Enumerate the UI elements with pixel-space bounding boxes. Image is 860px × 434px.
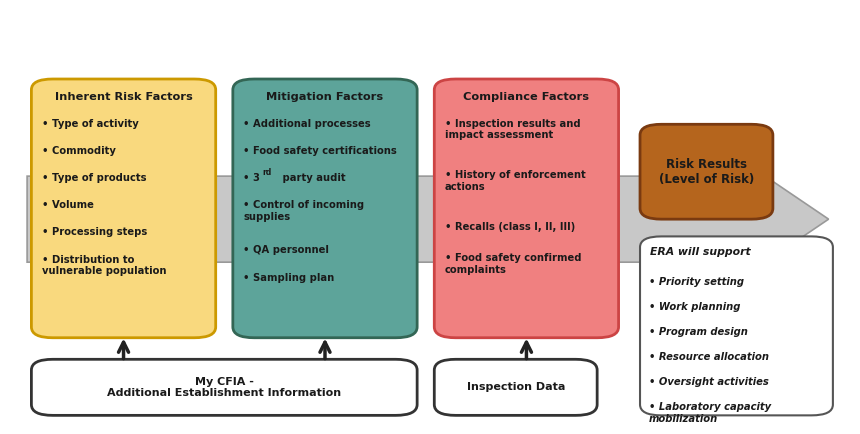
Text: • Food safety certifications: • Food safety certifications — [243, 146, 396, 156]
Text: • Inspection results and
impact assessment: • Inspection results and impact assessme… — [445, 118, 580, 140]
Text: Mitigation Factors: Mitigation Factors — [267, 92, 384, 102]
Text: rd: rd — [262, 168, 271, 177]
Text: • Food safety confirmed
complaints: • Food safety confirmed complaints — [445, 253, 581, 275]
Text: Compliance Factors: Compliance Factors — [464, 92, 589, 102]
FancyBboxPatch shape — [32, 359, 417, 415]
Text: • Resource allocation: • Resource allocation — [648, 352, 769, 362]
Text: • Type of products: • Type of products — [41, 173, 146, 183]
FancyBboxPatch shape — [434, 79, 618, 338]
Polygon shape — [28, 144, 828, 295]
Text: • Sampling plan: • Sampling plan — [243, 273, 335, 283]
Text: • Priority setting: • Priority setting — [648, 277, 744, 287]
Text: • Commodity: • Commodity — [41, 146, 115, 156]
Text: ERA will support: ERA will support — [650, 247, 751, 257]
Text: • History of enforcement
actions: • History of enforcement actions — [445, 171, 586, 192]
Text: Inspection Data: Inspection Data — [466, 382, 565, 392]
Text: • Program design: • Program design — [648, 327, 747, 337]
Text: Risk Results
(Level of Risk): Risk Results (Level of Risk) — [659, 158, 754, 186]
Text: My CFIA -
Additional Establishment Information: My CFIA - Additional Establishment Infor… — [108, 377, 341, 398]
FancyBboxPatch shape — [434, 359, 597, 415]
Text: • Oversight activities: • Oversight activities — [648, 378, 769, 388]
Text: • Additional processes: • Additional processes — [243, 118, 371, 129]
Text: • Laboratory capacity
mobilization: • Laboratory capacity mobilization — [648, 402, 771, 424]
FancyBboxPatch shape — [32, 79, 216, 338]
Text: • 3: • 3 — [243, 173, 260, 183]
Text: • Processing steps: • Processing steps — [41, 227, 147, 237]
Text: party audit: party audit — [280, 173, 346, 183]
Text: Inherent Risk Factors: Inherent Risk Factors — [55, 92, 193, 102]
Text: • Volume: • Volume — [41, 200, 94, 210]
Text: • Recalls (class I, II, III): • Recalls (class I, II, III) — [445, 222, 574, 232]
FancyBboxPatch shape — [640, 237, 832, 415]
Text: • QA personnel: • QA personnel — [243, 246, 329, 256]
FancyBboxPatch shape — [233, 79, 417, 338]
Text: • Type of activity: • Type of activity — [41, 118, 138, 129]
Text: • Work planning: • Work planning — [648, 302, 740, 312]
Text: • Distribution to
vulnerable population: • Distribution to vulnerable population — [41, 254, 166, 276]
Text: • Control of incoming
supplies: • Control of incoming supplies — [243, 200, 365, 222]
FancyBboxPatch shape — [640, 124, 773, 219]
